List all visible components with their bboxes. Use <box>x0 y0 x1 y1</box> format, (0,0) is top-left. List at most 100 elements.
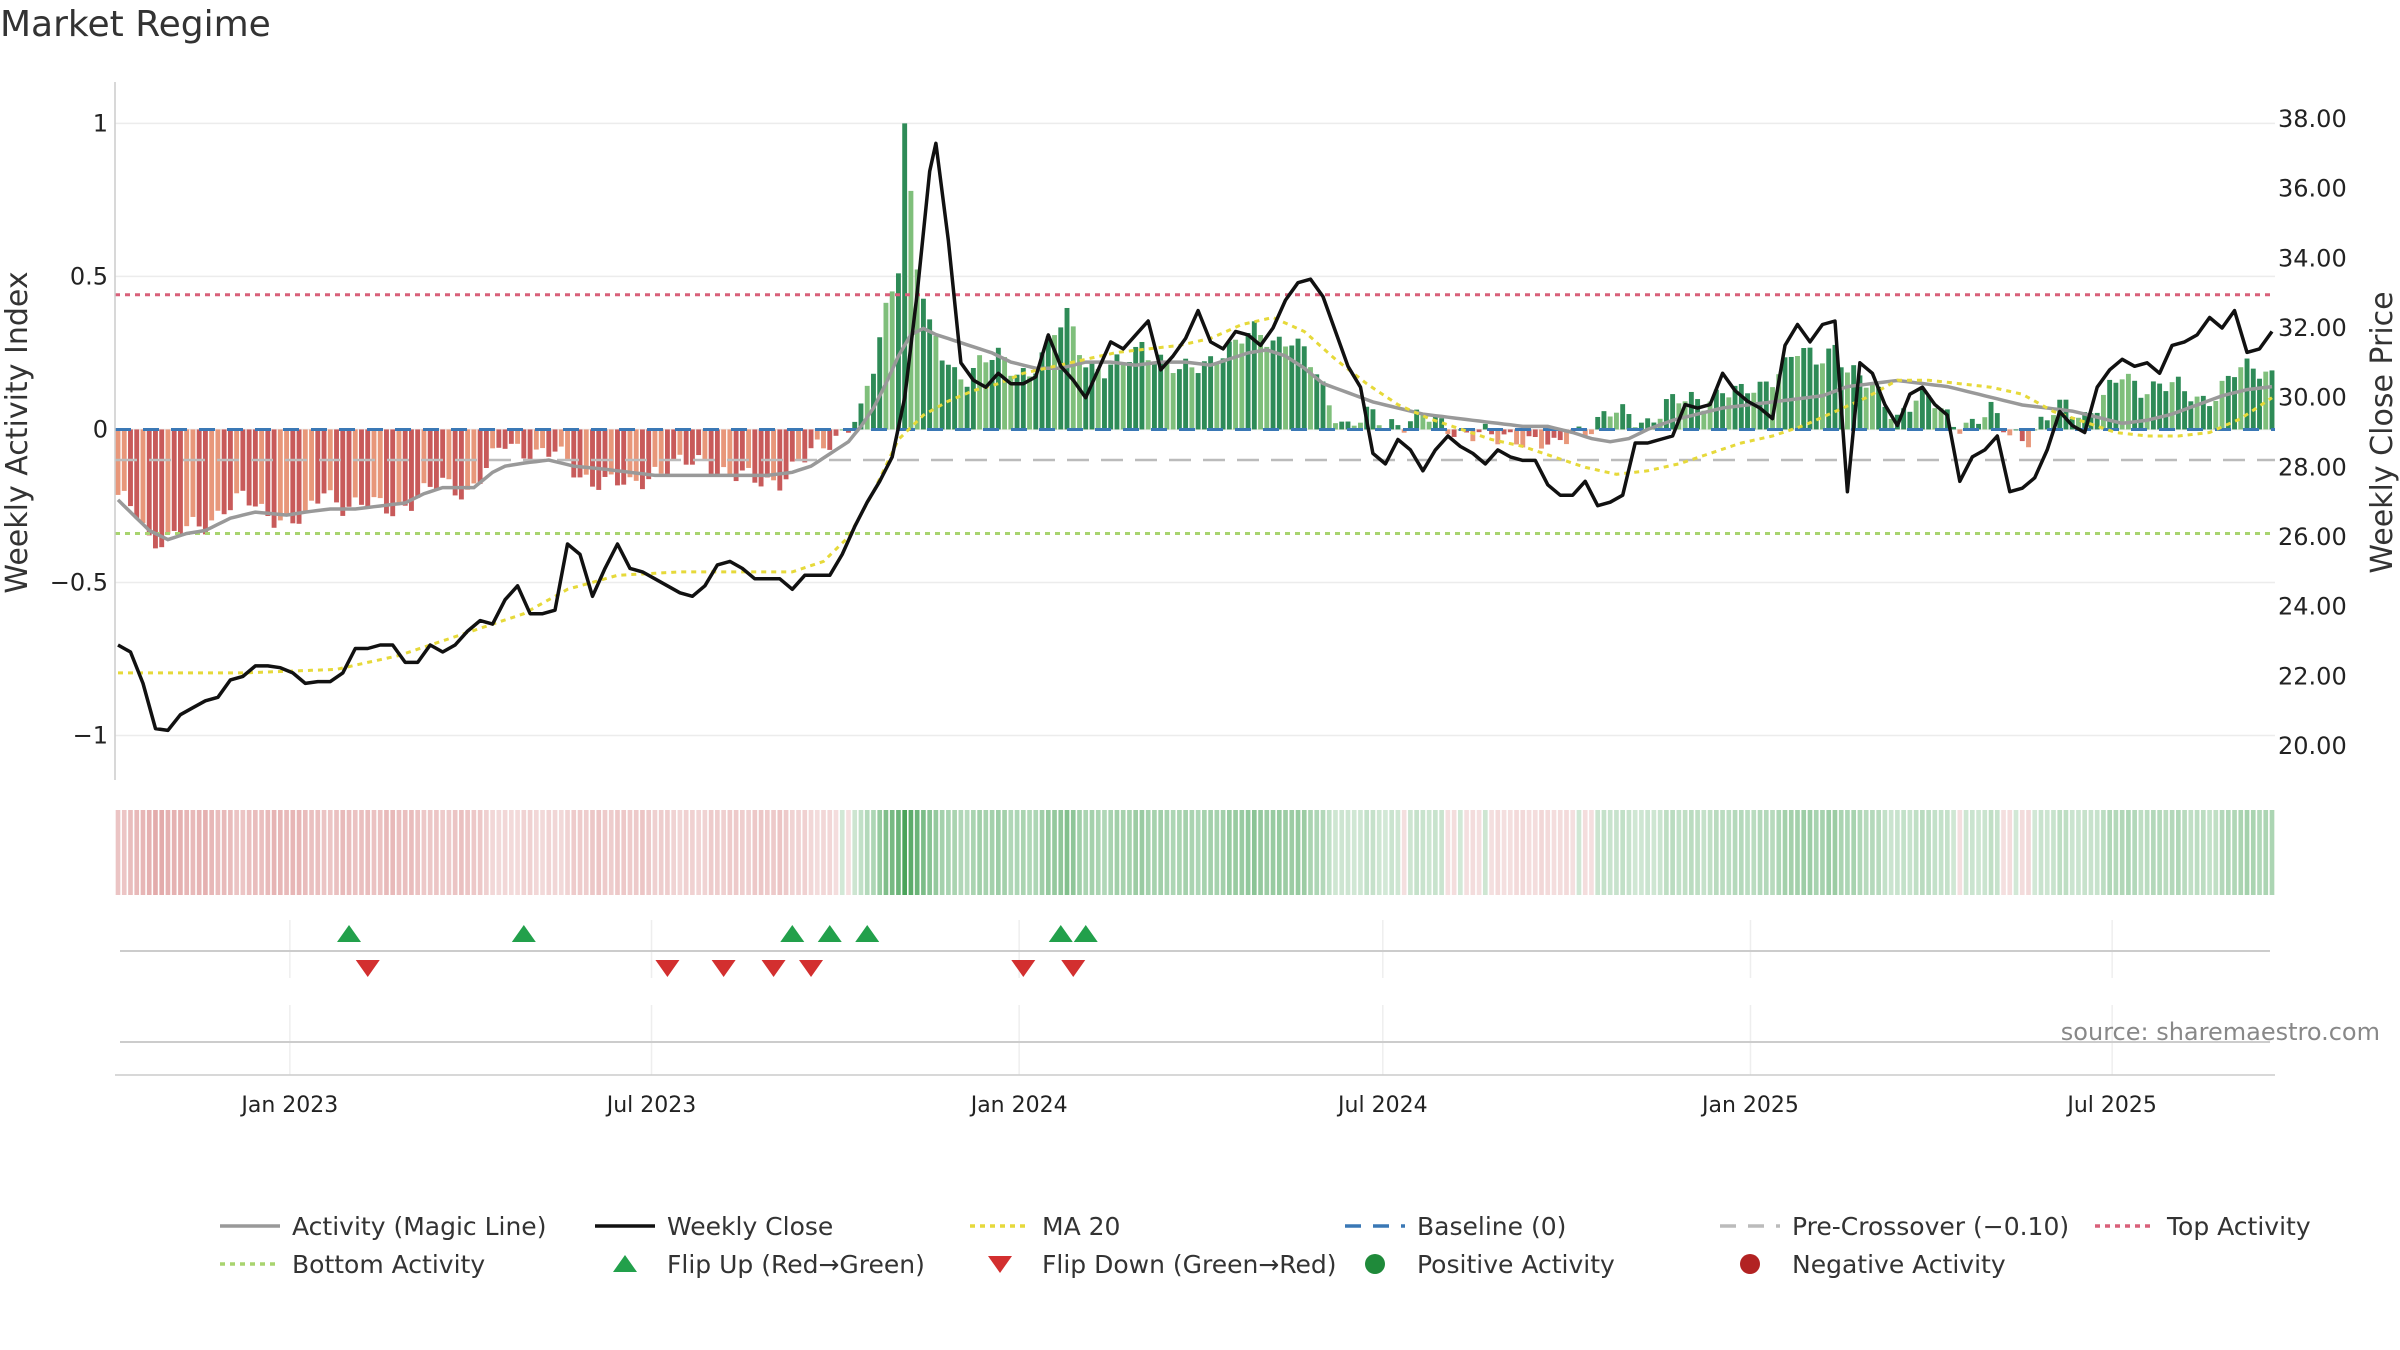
activity-bar <box>1551 429 1557 438</box>
activity-bar <box>1913 400 1919 430</box>
activity-bar <box>658 429 664 474</box>
regime-cell <box>2057 810 2063 895</box>
regime-cell <box>1632 810 1638 895</box>
weekly-close-line <box>117 141 2274 733</box>
activity-bar <box>846 429 851 433</box>
legend-item: Top Activity <box>2095 1212 2311 1241</box>
activity-bar <box>771 429 777 481</box>
regime-cell <box>1045 810 1051 895</box>
activity-bar <box>215 429 221 511</box>
y-right-tick-label: 28.00 <box>2278 453 2347 481</box>
regime-cell <box>1957 810 1963 895</box>
activity-bar <box>1102 378 1107 430</box>
regime-cell <box>1876 810 1881 895</box>
regime-cell <box>121 810 127 895</box>
activity-bar <box>546 429 552 457</box>
activity-bar <box>508 429 514 444</box>
regime-cell <box>346 810 352 895</box>
regime-cell <box>740 810 745 895</box>
regime-cell <box>902 810 908 895</box>
regime-cell <box>1738 810 1744 895</box>
legend-item: Baseline (0) <box>1345 1212 1566 1241</box>
activity-bar <box>1333 423 1338 430</box>
regime-cell <box>577 810 583 895</box>
axes: 1 0.5 0 −0.5 −1 20.00 22.00 24.00 26.00 28.00 30.0… <box>0 82 2400 780</box>
activity-bar <box>1445 429 1451 435</box>
activity-bar <box>2119 379 2125 430</box>
regime-cell <box>1851 810 1857 895</box>
regime-cell <box>1689 810 1694 895</box>
regime-cell <box>1227 810 1232 895</box>
activity-bar <box>1195 373 1201 430</box>
regime-cell <box>1589 810 1594 895</box>
flip-down-marker <box>711 960 736 977</box>
regime-cell <box>864 810 870 895</box>
activity-bar <box>627 429 633 478</box>
activity-bar <box>1358 422 1363 430</box>
activity-bar <box>1557 429 1563 441</box>
activity-bar <box>1901 408 1907 430</box>
regime-cell <box>1969 810 1975 895</box>
activity-bar <box>1020 368 1026 430</box>
activity-bar <box>1351 425 1357 430</box>
activity-bar <box>1183 358 1189 430</box>
regime-cell <box>546 810 552 895</box>
activity-bar <box>939 360 945 430</box>
activity-bar <box>477 429 483 484</box>
series-lines <box>116 141 2274 733</box>
activity-bar <box>1807 347 1813 430</box>
regime-cell <box>1532 810 1538 895</box>
regime-cell <box>509 810 514 895</box>
flip-down-marker <box>761 960 786 977</box>
activity-bar <box>858 403 864 430</box>
regime-cell <box>1520 810 1526 895</box>
activity-bar <box>415 429 421 498</box>
regime-cell <box>1114 810 1120 895</box>
activity-bar <box>1726 397 1732 430</box>
regime-cell <box>2269 810 2275 895</box>
regime-cell <box>1832 810 1838 895</box>
activity-bar <box>1276 336 1282 430</box>
y-left-tick-label: 0 <box>93 415 108 443</box>
activity-bar <box>1176 369 1182 430</box>
activity-bar <box>540 429 545 449</box>
regime-cell <box>2182 810 2187 895</box>
regime-cell <box>1676 810 1682 895</box>
regime-cell <box>927 810 932 895</box>
activity-bar <box>764 429 770 478</box>
regime-cell <box>1308 810 1313 895</box>
activity-bar <box>377 429 383 499</box>
activity-bar <box>1189 367 1195 430</box>
legend-swatch <box>988 1256 1012 1273</box>
activity-bar <box>315 429 321 504</box>
legend-label: Activity (Magic Line) <box>292 1212 546 1241</box>
regime-cell <box>708 810 714 895</box>
x-tick-label: Jul 2024 <box>1336 1093 1428 1118</box>
regime-cell <box>1120 810 1126 895</box>
activity-bar <box>1326 405 1332 430</box>
regime-cell <box>1383 810 1388 895</box>
activity-bar <box>2169 382 2175 430</box>
regime-cell <box>253 810 258 895</box>
activity-bar <box>421 429 427 484</box>
regime-cell <box>1539 810 1544 895</box>
activity-bar <box>927 319 933 430</box>
regime-cell <box>196 810 202 895</box>
regime-cell <box>596 810 602 895</box>
activity-bar <box>2175 376 2181 430</box>
activity-bar <box>284 429 290 515</box>
activity-bar <box>159 429 165 548</box>
regime-cell <box>165 810 171 895</box>
regime-cell <box>852 810 858 895</box>
y-right-tick-label: 38.00 <box>2278 105 2347 133</box>
activity-bar <box>2132 380 2138 430</box>
regime-cell <box>2225 810 2231 895</box>
activity-bar <box>1888 418 1894 430</box>
activity-bar <box>2088 413 2094 430</box>
activity-bar <box>1795 356 1800 430</box>
regime-cell <box>871 810 876 895</box>
regime-cell <box>1077 810 1082 895</box>
activity-bar <box>458 429 464 500</box>
regime-cell <box>1614 810 1619 895</box>
activity-bar <box>2232 377 2237 430</box>
